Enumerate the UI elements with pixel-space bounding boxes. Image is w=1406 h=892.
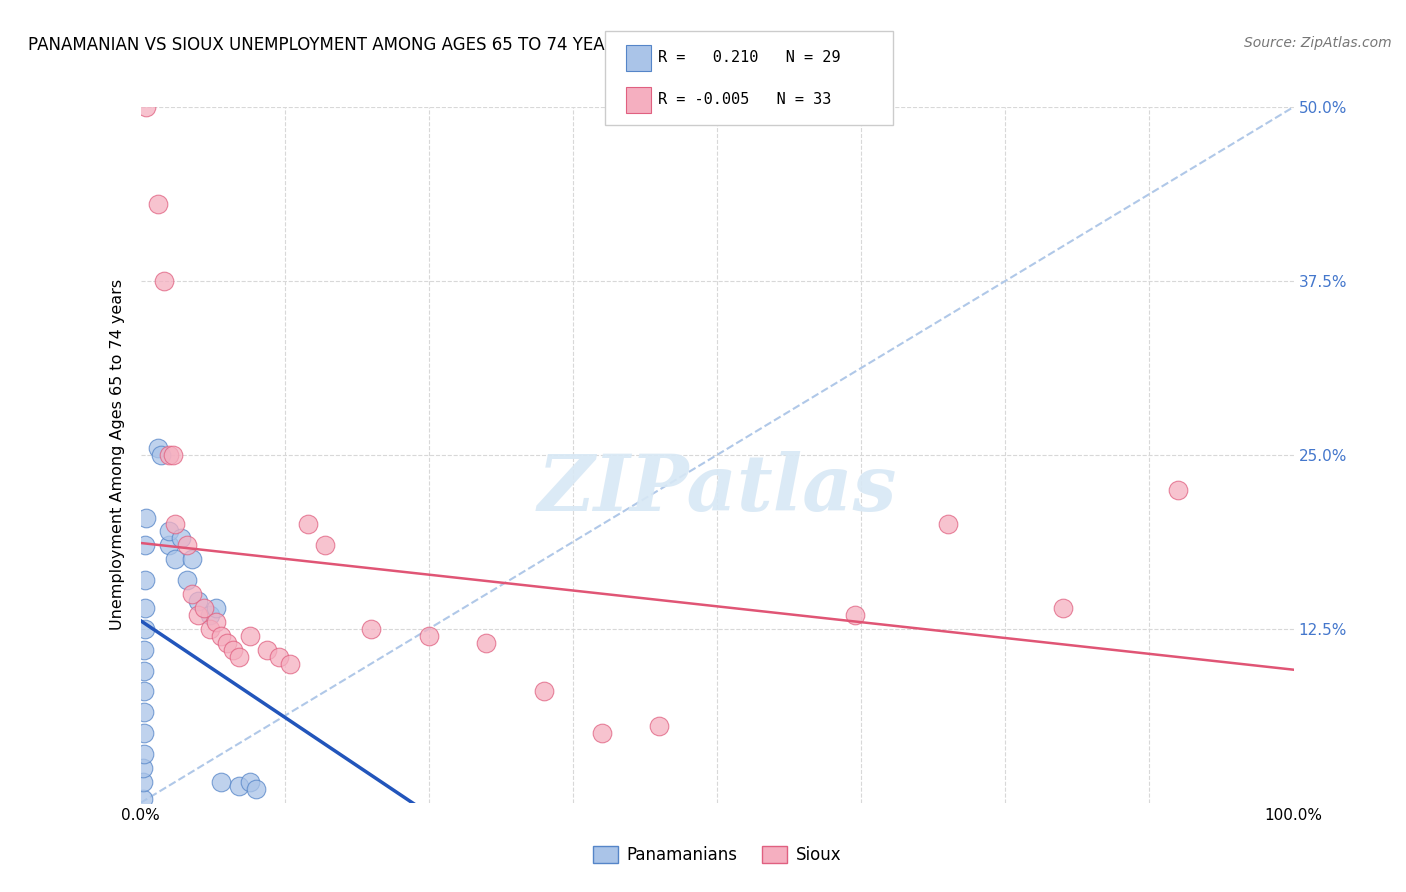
Point — [239, 629, 262, 643]
Point — [134, 573, 156, 587]
Point — [267, 649, 290, 664]
Point — [228, 779, 250, 793]
Text: R =   0.210   N = 29: R = 0.210 N = 29 — [658, 51, 841, 65]
Point — [187, 594, 209, 608]
Point — [134, 622, 156, 636]
Point — [1167, 483, 1189, 497]
Point — [187, 607, 209, 622]
Point — [360, 622, 382, 636]
Point — [170, 532, 193, 546]
Point — [134, 601, 156, 615]
Point — [159, 538, 180, 552]
Point — [936, 517, 959, 532]
Point — [132, 706, 155, 720]
Point — [297, 517, 319, 532]
Point — [314, 538, 336, 552]
Point — [132, 726, 155, 740]
Text: Source: ZipAtlas.com: Source: ZipAtlas.com — [1244, 36, 1392, 50]
Point — [198, 607, 221, 622]
Point — [159, 448, 180, 462]
Point — [135, 510, 157, 524]
Point — [132, 684, 155, 698]
Point — [209, 775, 232, 789]
Point — [181, 587, 204, 601]
Point — [222, 642, 245, 657]
Point — [132, 791, 155, 805]
Point — [181, 552, 204, 566]
Point — [176, 538, 198, 552]
Point — [256, 642, 278, 657]
Point — [132, 664, 155, 678]
Point — [146, 197, 169, 211]
Text: R = -0.005   N = 33: R = -0.005 N = 33 — [658, 93, 831, 107]
Text: PANAMANIAN VS SIOUX UNEMPLOYMENT AMONG AGES 65 TO 74 YEARS CORRELATION CHART: PANAMANIAN VS SIOUX UNEMPLOYMENT AMONG A… — [28, 36, 811, 54]
Point — [152, 274, 174, 288]
Point — [159, 524, 180, 539]
Legend: Panamanians, Sioux: Panamanians, Sioux — [586, 839, 848, 871]
Point — [591, 726, 613, 740]
Point — [228, 649, 250, 664]
Point — [193, 601, 215, 615]
Point — [165, 552, 187, 566]
Point — [533, 684, 555, 698]
Point — [134, 538, 156, 552]
Point — [217, 636, 239, 650]
Point — [475, 636, 498, 650]
Point — [209, 629, 232, 643]
Point — [146, 441, 169, 455]
Point — [162, 448, 184, 462]
Point — [648, 719, 671, 733]
Point — [165, 517, 187, 532]
Point — [135, 100, 157, 114]
Point — [280, 657, 302, 671]
Point — [245, 781, 267, 796]
Point — [204, 615, 226, 629]
Point — [132, 747, 155, 761]
Point — [844, 607, 866, 622]
Point — [239, 775, 262, 789]
Point — [204, 601, 226, 615]
Point — [132, 761, 155, 775]
Y-axis label: Unemployment Among Ages 65 to 74 years: Unemployment Among Ages 65 to 74 years — [110, 279, 125, 631]
Point — [132, 642, 155, 657]
Text: ZIPatlas: ZIPatlas — [537, 451, 897, 528]
Point — [150, 448, 173, 462]
Point — [1052, 601, 1074, 615]
Point — [176, 573, 198, 587]
Point — [418, 629, 440, 643]
Point — [198, 622, 221, 636]
Point — [132, 775, 155, 789]
